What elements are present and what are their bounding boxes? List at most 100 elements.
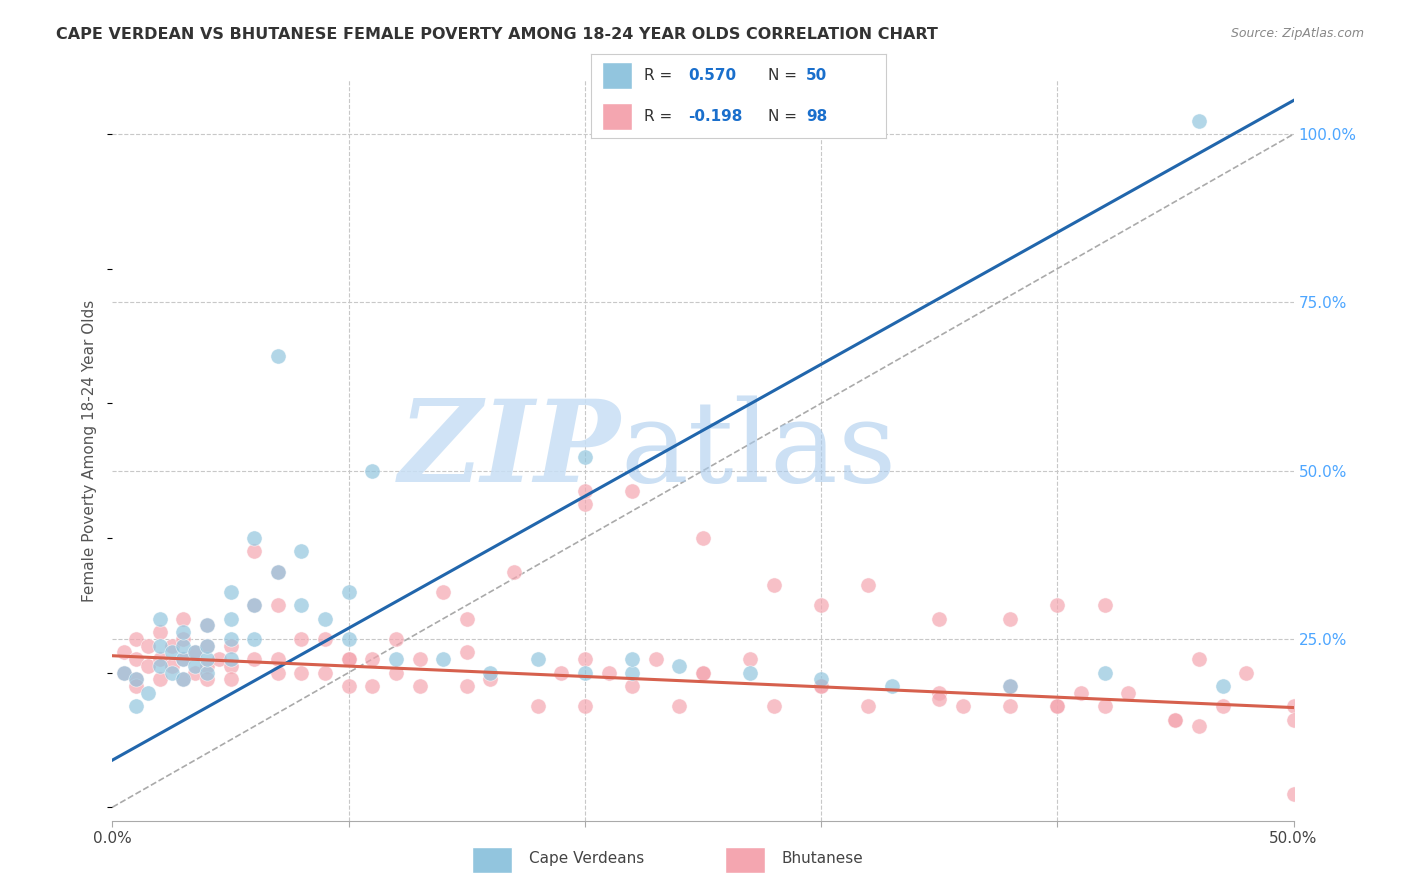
Point xyxy=(290,544,312,558)
Text: -0.198: -0.198 xyxy=(688,109,742,124)
Point xyxy=(928,686,950,700)
Point xyxy=(432,584,454,599)
Point xyxy=(574,699,596,714)
Text: Source: ZipAtlas.com: Source: ZipAtlas.com xyxy=(1230,27,1364,40)
Point xyxy=(125,632,148,646)
Point xyxy=(125,679,148,693)
Point xyxy=(243,531,266,545)
Point xyxy=(125,673,148,687)
Text: N =: N = xyxy=(768,109,801,124)
Point xyxy=(998,699,1021,714)
Point xyxy=(621,665,644,680)
Point xyxy=(267,599,290,613)
Point xyxy=(1046,699,1069,714)
Point xyxy=(1212,679,1234,693)
Point xyxy=(456,612,478,626)
Point xyxy=(408,652,430,666)
Point xyxy=(172,673,194,687)
Point xyxy=(195,665,218,680)
Point xyxy=(1282,699,1305,714)
Point xyxy=(574,665,596,680)
Point xyxy=(1212,699,1234,714)
Point xyxy=(136,658,159,673)
Point xyxy=(290,599,312,613)
Point xyxy=(172,632,194,646)
Point xyxy=(1094,665,1116,680)
Point xyxy=(1094,599,1116,613)
Point xyxy=(184,665,207,680)
Point xyxy=(160,639,183,653)
Point xyxy=(219,639,242,653)
Point xyxy=(314,632,336,646)
Point xyxy=(314,612,336,626)
Point xyxy=(526,652,548,666)
Point xyxy=(408,679,430,693)
FancyBboxPatch shape xyxy=(472,847,512,872)
Point xyxy=(172,639,194,653)
Point xyxy=(1046,699,1069,714)
Point xyxy=(149,639,172,653)
Point xyxy=(125,699,148,714)
Point xyxy=(149,673,172,687)
Point xyxy=(740,652,762,666)
Point xyxy=(998,679,1021,693)
Point xyxy=(574,483,596,498)
Point xyxy=(243,599,266,613)
Point xyxy=(361,464,384,478)
Point xyxy=(621,679,644,693)
Point xyxy=(810,599,832,613)
Text: R =: R = xyxy=(644,109,676,124)
Point xyxy=(385,665,408,680)
Point xyxy=(1188,113,1211,128)
Point xyxy=(692,665,714,680)
Point xyxy=(1164,713,1187,727)
Text: 50: 50 xyxy=(806,68,827,83)
Point xyxy=(172,652,194,666)
Point xyxy=(456,679,478,693)
Point xyxy=(479,665,502,680)
Point xyxy=(219,673,242,687)
Point xyxy=(692,665,714,680)
Point xyxy=(928,692,950,706)
Point xyxy=(598,665,620,680)
Point xyxy=(550,665,572,680)
Point xyxy=(479,673,502,687)
Text: ZIP: ZIP xyxy=(398,395,620,506)
Point xyxy=(290,632,312,646)
Point xyxy=(998,679,1021,693)
Point xyxy=(314,665,336,680)
Point xyxy=(952,699,974,714)
Point xyxy=(112,665,135,680)
Point xyxy=(858,578,880,592)
Point xyxy=(195,658,218,673)
Point xyxy=(136,686,159,700)
Text: Cape Verdeans: Cape Verdeans xyxy=(529,851,644,866)
Point xyxy=(149,658,172,673)
Point xyxy=(1094,699,1116,714)
Point xyxy=(160,658,183,673)
Point xyxy=(172,673,194,687)
Point xyxy=(762,699,785,714)
Y-axis label: Female Poverty Among 18-24 Year Olds: Female Poverty Among 18-24 Year Olds xyxy=(82,300,97,601)
Point xyxy=(243,632,266,646)
Point xyxy=(928,612,950,626)
Point xyxy=(195,639,218,653)
Point xyxy=(184,645,207,659)
Text: 98: 98 xyxy=(806,109,827,124)
Point xyxy=(762,578,785,592)
Point xyxy=(574,497,596,511)
Point xyxy=(160,665,183,680)
Point xyxy=(810,679,832,693)
Point xyxy=(361,652,384,666)
Point xyxy=(337,632,360,646)
Point xyxy=(810,679,832,693)
Point xyxy=(149,652,172,666)
Point xyxy=(267,565,290,579)
Point xyxy=(184,645,207,659)
Point xyxy=(243,544,266,558)
Point xyxy=(337,652,360,666)
FancyBboxPatch shape xyxy=(725,847,765,872)
Point xyxy=(195,618,218,632)
Point xyxy=(125,652,148,666)
FancyBboxPatch shape xyxy=(602,62,631,89)
